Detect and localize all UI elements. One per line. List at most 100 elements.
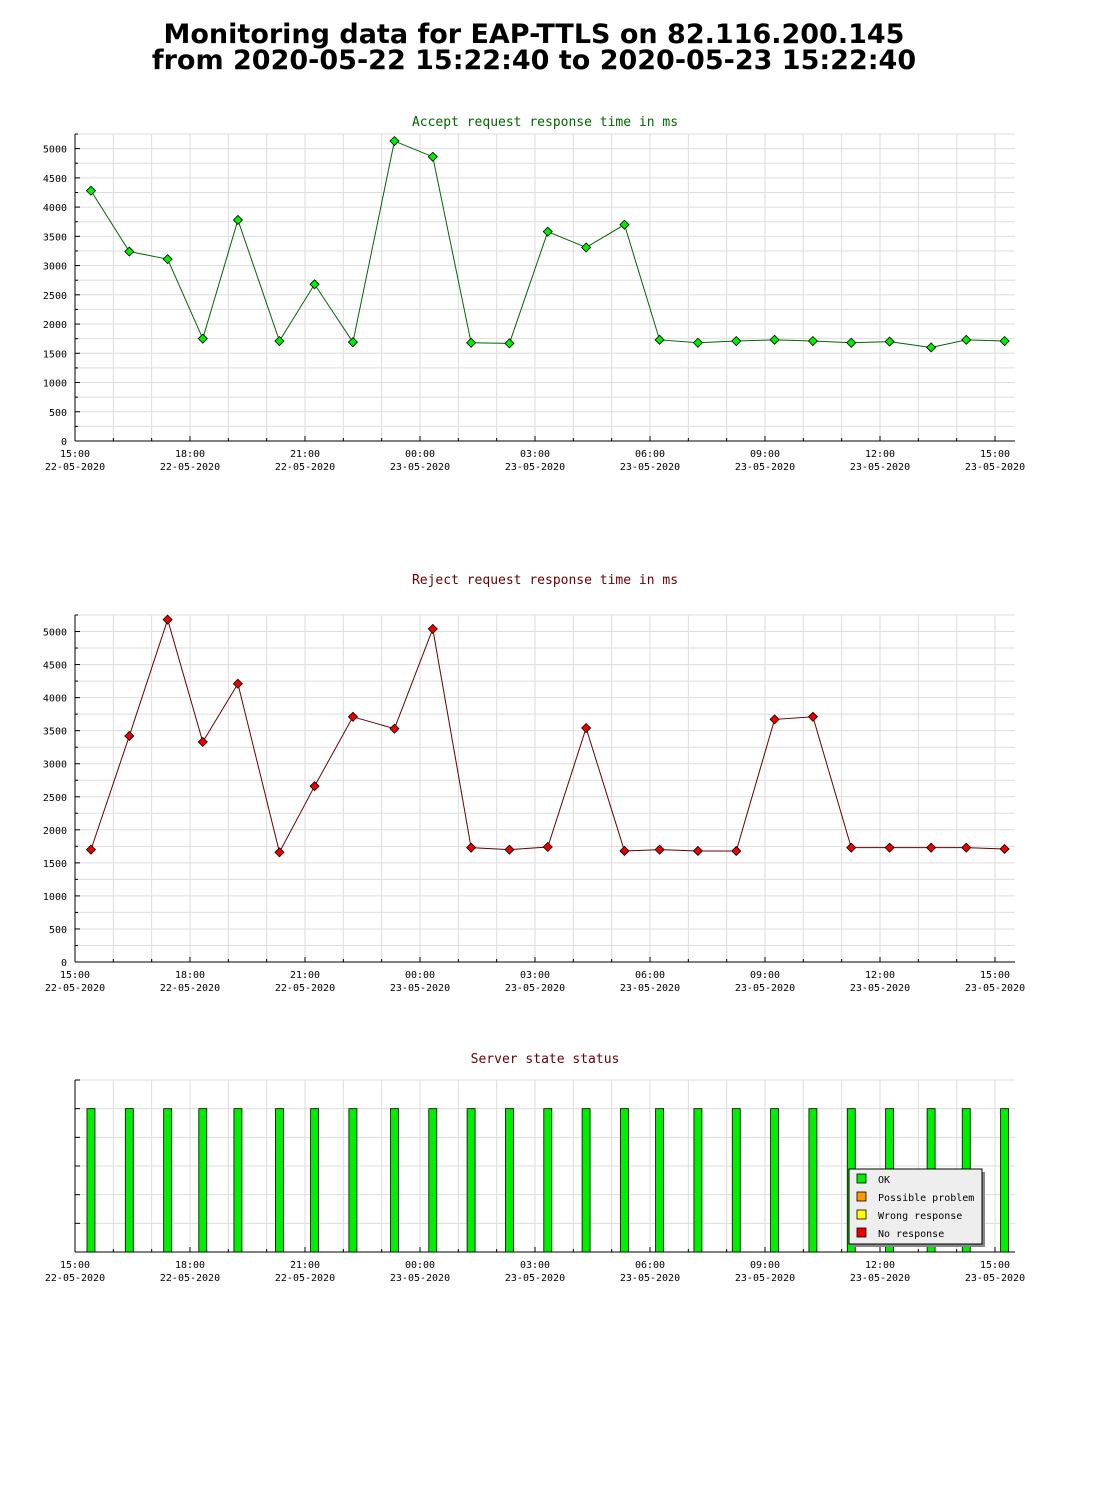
x-tick-label-date: 23-05-2020 — [390, 462, 450, 473]
y-tick-label: 3500 — [43, 727, 67, 738]
data-point-marker — [309, 279, 320, 290]
y-tick-label: 4000 — [43, 694, 67, 705]
page-title: Monitoring data for EAP-TTLS on 82.116.2… — [0, 19, 1068, 74]
data-point-marker — [197, 333, 208, 344]
x-tick-label-time: 00:00 — [405, 970, 435, 981]
data-point-marker — [581, 722, 592, 734]
data-point-marker — [162, 614, 173, 625]
data-point-marker — [769, 334, 780, 345]
data-point-marker — [769, 714, 780, 725]
page-title-line1: Monitoring data for EAP-TTLS on 82.116.2… — [163, 19, 905, 50]
chart-panel-1: Accept request response time in ms 15:00 2… — [43, 115, 1025, 473]
x-tick-label-date: 22-05-2020 — [160, 462, 220, 473]
x-tick-label-time: 21:00 — [290, 970, 320, 981]
data-point-marker — [846, 842, 857, 853]
x-tick-label-date: 22-05-2020 — [275, 462, 335, 473]
data-point-marker — [85, 844, 97, 855]
x-tick-label-date: 23-05-2020 — [735, 462, 795, 473]
x-tick-label-date: 23-05-2020 — [850, 983, 910, 994]
data-point-marker — [347, 711, 358, 722]
data-point-marker — [926, 842, 937, 853]
data-point-marker — [124, 246, 135, 257]
x-tick-label-date: 23-05-2020 — [850, 462, 910, 473]
status-bar — [348, 1108, 358, 1253]
x-tick-label-time: 06:00 — [635, 449, 665, 460]
data-point-marker — [999, 335, 1010, 347]
x-tick-label-time: 00:00 — [405, 1260, 435, 1271]
x-tick-label-time: 15:00 — [60, 970, 90, 981]
status-bar — [275, 1108, 284, 1253]
data-point-marker — [542, 226, 553, 237]
y-tick-label: 500 — [49, 925, 67, 936]
data-point-marker — [504, 338, 515, 349]
legend-box — [848, 1168, 983, 1245]
status-bar — [310, 1108, 319, 1253]
x-tick-label-date: 23-05-2020 — [850, 1273, 910, 1284]
x-tick-label-date: 23-05-2020 — [965, 462, 1025, 473]
data-point-marker — [884, 842, 895, 853]
status-bar — [390, 1108, 399, 1253]
y-tick-label: 1500 — [43, 859, 67, 870]
data-point-marker — [731, 335, 742, 347]
y-tick-label: 500 — [49, 408, 67, 419]
x-tick-label-time: 09:00 — [750, 449, 780, 460]
x-tick-label-date: 23-05-2020 — [965, 1273, 1025, 1284]
chart-panel-2: Reject request response time in ms 15:00 2… — [43, 573, 1025, 994]
y-tick-label: 3500 — [43, 232, 67, 243]
data-point-marker — [232, 678, 243, 689]
data-point-marker — [619, 845, 630, 857]
x-tick-label-time: 06:00 — [635, 970, 665, 981]
legend-swatch — [856, 1227, 867, 1238]
x-tick-label-date: 22-05-2020 — [45, 1273, 105, 1284]
chart-title: Reject request response time in ms — [412, 573, 678, 588]
y-tick-label: 1000 — [43, 379, 67, 390]
y-tick-label: 1000 — [43, 892, 67, 903]
legend-label: Wrong response — [878, 1211, 962, 1222]
data-point-marker — [85, 185, 97, 196]
x-tick-label-time: 18:00 — [175, 449, 205, 460]
data-point-marker — [124, 730, 135, 742]
status-bar — [428, 1108, 438, 1253]
data-point-marker — [846, 337, 857, 348]
data-point-marker — [581, 242, 592, 253]
y-tick-label: 2000 — [43, 826, 67, 837]
x-tick-label-time: 09:00 — [750, 970, 780, 981]
data-point-marker — [309, 781, 320, 792]
data-point-marker — [807, 335, 818, 347]
data-point-marker — [961, 842, 972, 853]
status-bar — [198, 1108, 208, 1253]
x-tick-label-date: 23-05-2020 — [505, 462, 565, 473]
data-point-marker — [389, 723, 400, 734]
x-tick-label-time: 03:00 — [520, 970, 550, 981]
legend-label: No response — [878, 1229, 944, 1240]
status-bar — [770, 1108, 779, 1253]
chart-title: Server state status — [471, 1052, 620, 1067]
data-point-marker — [427, 623, 438, 634]
x-tick-label-date: 23-05-2020 — [505, 1273, 565, 1284]
x-tick-label-date: 22-05-2020 — [275, 1273, 335, 1284]
status-bar — [655, 1108, 664, 1253]
legend-swatch — [856, 1209, 867, 1220]
x-tick-label-time: 06:00 — [635, 1260, 665, 1271]
x-tick-label-date: 23-05-2020 — [735, 983, 795, 994]
x-tick-label-time: 03:00 — [520, 449, 550, 460]
data-point-marker — [731, 845, 742, 857]
status-bar — [505, 1108, 514, 1253]
x-tick-label-time: 12:00 — [865, 449, 895, 460]
data-point-marker — [692, 337, 703, 348]
data-point-marker — [504, 844, 515, 855]
y-tick-label: 0 — [61, 437, 67, 448]
y-tick-label: 2500 — [43, 291, 67, 302]
status-bar — [163, 1108, 173, 1253]
y-tick-label: 2500 — [43, 793, 67, 804]
x-tick-label-date: 23-05-2020 — [965, 983, 1025, 994]
data-point-marker — [162, 254, 173, 265]
chart-panel-3: Server state status 15:00 22-05-2020 18:00 2… — [45, 1052, 1025, 1284]
x-tick-label-time: 12:00 — [865, 970, 895, 981]
data-point-marker — [654, 334, 665, 345]
x-tick-label-time: 15:00 — [980, 970, 1010, 981]
x-tick-label-time: 15:00 — [60, 1260, 90, 1271]
x-tick-label-date: 22-05-2020 — [45, 462, 105, 473]
x-tick-label-date: 23-05-2020 — [505, 983, 565, 994]
status-bar — [731, 1108, 741, 1253]
